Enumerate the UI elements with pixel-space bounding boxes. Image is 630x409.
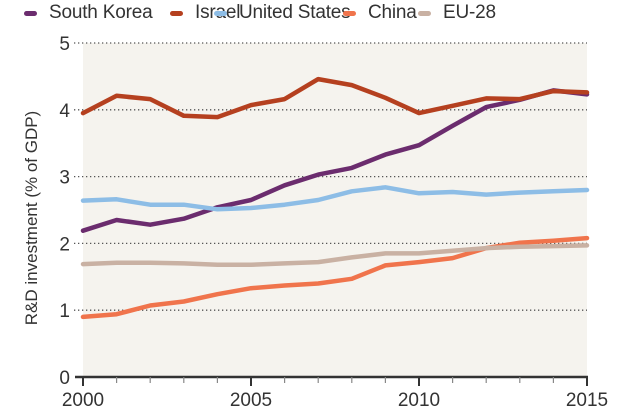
plot-background [83,43,587,377]
legend-label: United States [239,2,351,23]
legend-swatch [214,10,227,16]
x-tick-label: 2005 [230,390,272,409]
y-tick-label: 5 [59,34,70,55]
legend-label: EU-28 [443,2,496,23]
legend-item-china: China [343,2,417,24]
series-line-united-states [80,185,590,212]
series-line-eu-28 [80,243,590,268]
axes [75,375,588,386]
y-tick-label: 3 [59,168,70,189]
legend-swatch [418,10,431,16]
x-tick-labels: 2000 2005 2010 2015 [62,390,608,409]
y-tick-label: 2 [59,234,70,255]
legend-item-eu-28: EU-28 [418,2,496,24]
series-lines [80,76,590,320]
legend-swatch [170,10,183,16]
series-line-israel [80,76,590,120]
legend-item-united-states: United States [214,2,351,24]
legend-item-south-korea: South Korea [24,2,153,24]
y-tick-label: 4 [59,101,70,122]
legend-label: South Korea [49,2,153,23]
gridlines [74,42,587,311]
y-axis-label: R&D investment (% of GDP) [22,111,41,325]
y-tick-label: 0 [59,368,70,389]
y-tick-label: 1 [59,301,70,322]
legend-swatch [343,10,356,16]
x-tick-label: 2015 [566,390,608,409]
x-tick-label: 2000 [62,390,104,409]
legend-swatch [24,10,37,16]
y-tick-labels: 0 1 2 3 4 5 [59,34,70,389]
series-line-south-korea [80,88,590,233]
legend-label: China [368,2,417,23]
x-tick-label: 2010 [398,390,440,409]
